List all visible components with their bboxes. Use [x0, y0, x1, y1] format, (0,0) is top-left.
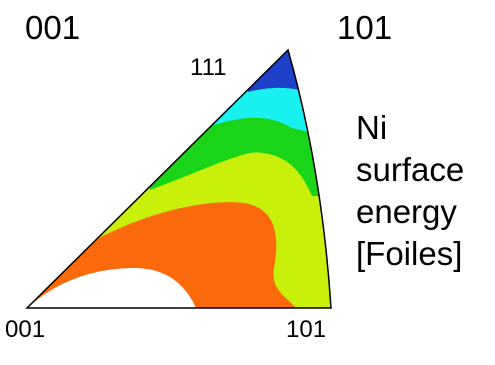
- caption-line-1: Ni: [356, 109, 388, 146]
- caption-line-3: energy: [356, 193, 457, 230]
- caption: Ni surface energy [Foiles]: [356, 107, 464, 275]
- top-right-label: 101: [337, 9, 393, 46]
- caption-line-2: surface: [356, 151, 465, 188]
- top-left-label: 001: [25, 9, 81, 46]
- apex-label: 111: [190, 54, 227, 81]
- bottom-left-label: 001: [5, 316, 46, 343]
- bottom-right-label: 101: [286, 316, 327, 343]
- region-white: [27, 268, 196, 308]
- caption-line-4: [Foiles]: [356, 235, 463, 272]
- triangle-outline: [25, 48, 332, 309]
